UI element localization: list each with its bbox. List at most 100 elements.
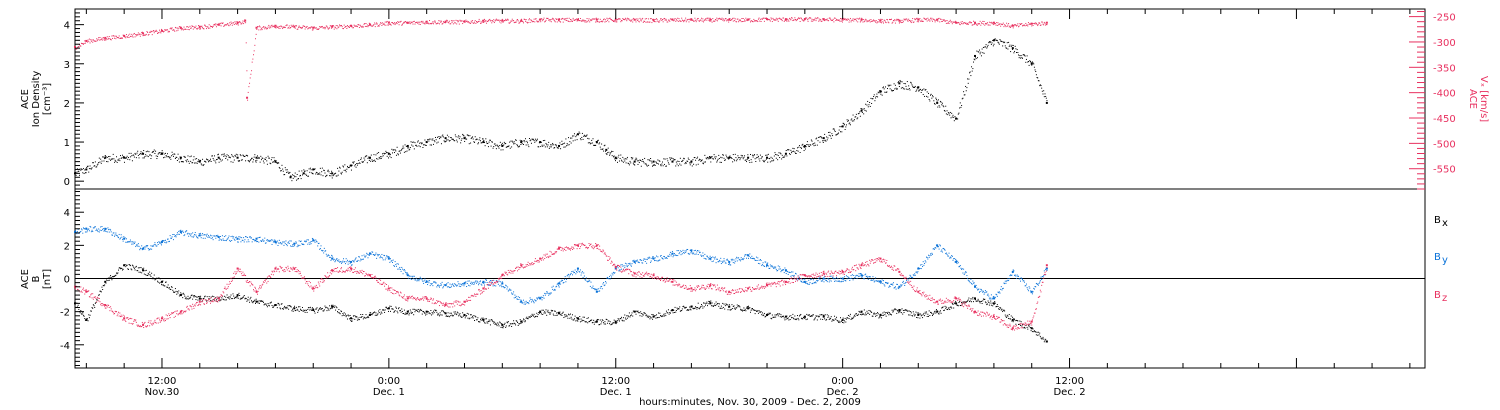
bx-series-sample [492,321,494,323]
ion-density-series-sample [388,152,390,154]
vx-speed-series-sample [463,20,465,22]
ion-density-series-sample [485,138,487,140]
bx-series-sample [715,301,717,303]
vx-speed-series-sample [824,19,826,21]
ion-density-series-sample [583,134,585,136]
vx-speed-series-sample [922,20,924,22]
bx-series-sample [403,312,405,314]
ion-density-series-sample [398,150,400,152]
bx-series-sample [713,305,715,307]
bx-series-sample [737,306,739,308]
ion-density-series-sample [379,158,381,160]
bx-series-sample [595,321,597,323]
bx-series-sample [598,324,600,326]
vx-speed-series-sample [187,28,189,30]
bx-series-point [709,302,712,305]
bx-series-sample [611,323,613,325]
vx-speed-series-sample [501,20,503,22]
bx-series-sample [196,296,198,298]
ion-density-series-sample [630,157,632,159]
vx-speed-series-sample [457,21,459,23]
vx-speed-series-sample [730,19,732,21]
bx-series-sample [111,279,113,281]
vx-speed-series-sample [705,19,707,21]
vx-speed-series-sample [407,21,409,23]
bx-series-sample [954,302,956,304]
bx-series-sample [1045,341,1047,343]
bx-series-sample [1021,324,1023,326]
bx-series-sample [255,298,257,300]
bx-series-sample [874,313,876,315]
vx-speed-series-sample [175,27,177,29]
bx-series-sample [773,316,775,318]
ion-density-series-sample [363,157,365,159]
ion-density-series-sample [777,155,779,157]
bx-series-sample [913,313,915,315]
bx-series-sample [327,307,329,309]
ion-density-series-sample [742,158,744,160]
vx-speed-series-sample [741,18,743,20]
bx-series-sample [391,308,393,310]
ion-density-series-sample [172,155,174,157]
vx-speed-series-sample [267,26,269,28]
bx-series-sample [1043,341,1045,343]
ion-density-series-sample [357,163,359,165]
vx-speed-series-sample [441,23,443,25]
vx-speed-series-point [104,36,107,39]
by-series-sample [222,238,224,240]
ion-density-series-sample [869,105,871,107]
bx-series-sample [368,314,370,316]
vx-speed-series-sample [785,19,787,21]
vx-speed-series-sample [648,21,650,23]
by-series-sample [158,241,160,243]
bx-series-sample [172,291,174,293]
ion-density-series-sample [350,169,352,171]
bx-series-sample [851,317,853,319]
bx-series-sample [711,302,713,304]
ion-density-series-sample [91,167,93,169]
vx-speed-series-sample [251,70,253,72]
bx-series-sample [517,324,519,326]
vx-speed-series-sample [969,21,971,23]
vx-speed-series-sample [283,26,285,28]
ion-density-series-sample [1000,40,1002,42]
bx-series-sample [722,302,724,304]
bx-series-sample [153,274,155,276]
ion-density-series-sample [289,171,291,173]
vx-speed-series-sample [683,20,685,22]
by-series-point [368,252,371,255]
vx-speed-series-sample [835,20,837,22]
vx-speed-series-sample [413,20,415,22]
bx-series-sample [647,315,649,317]
vx-speed-series-sample [742,21,744,23]
vx-speed-series-sample [818,20,820,22]
bx-series-sample [351,320,353,322]
vx-speed-series-sample [419,24,421,26]
vx-speed-series-sample [959,24,961,26]
bx-series-sample [453,311,455,313]
bx-series-sample [502,327,504,329]
vx-speed-series-sample [389,24,391,26]
ion-density-series-sample [631,158,633,160]
ion-density-series-sample [435,139,437,141]
bx-series-sample [233,298,235,300]
ion-density-series-sample [221,154,223,156]
vx-speed-series-sample [100,39,102,41]
bx-series-sample [548,312,550,314]
ion-density-series-sample [373,154,375,156]
bx-series-sample [227,297,229,299]
by-series-sample [106,231,108,233]
vx-speed-series-sample [255,38,256,40]
bx-series-sample [999,306,1001,308]
ion-density-series-sample [778,152,780,154]
by-series-sample [100,230,102,232]
vx-speed-series-sample [556,19,558,21]
ion-density-series-sample [394,149,396,151]
bx-series-sample [432,313,434,315]
ion-density-series-sample [151,155,153,157]
vx-speed-series-sample [282,26,284,28]
by-series-sample [187,232,189,234]
ion-density-series-sample [550,146,552,148]
ion-density-series-sample [898,85,900,87]
vx-speed-series-sample [669,20,671,22]
